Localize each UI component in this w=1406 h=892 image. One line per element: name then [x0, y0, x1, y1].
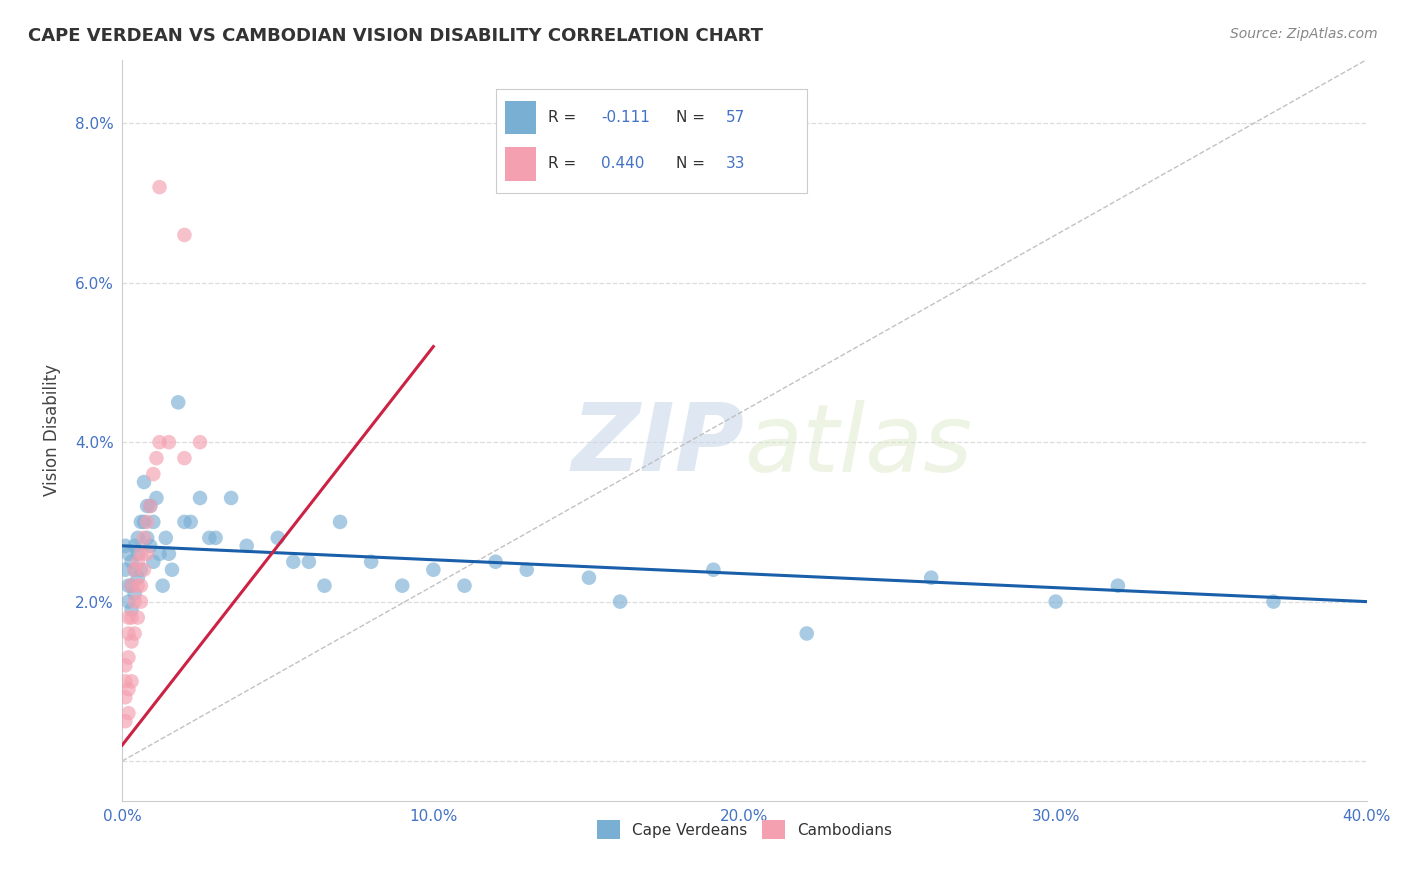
Point	[124, 587, 146, 601]
Point	[124, 594, 146, 608]
Point	[1263, 594, 1285, 608]
Point	[173, 515, 195, 529]
Point	[188, 435, 211, 450]
Point	[132, 475, 155, 489]
Point	[114, 539, 136, 553]
Point	[121, 634, 143, 648]
Point	[117, 594, 139, 608]
Point	[114, 690, 136, 705]
Point	[219, 491, 242, 505]
Point	[152, 579, 174, 593]
Point	[298, 555, 321, 569]
Point	[127, 531, 149, 545]
Point	[578, 571, 600, 585]
Point	[167, 395, 190, 409]
Point	[422, 563, 444, 577]
Point	[157, 547, 180, 561]
Point	[484, 555, 506, 569]
Point	[114, 674, 136, 689]
Y-axis label: Vision Disability: Vision Disability	[44, 364, 60, 496]
Point	[121, 579, 143, 593]
Point	[129, 594, 152, 608]
Legend: Cape Verdeans, Cambodians: Cape Verdeans, Cambodians	[591, 814, 898, 845]
Point	[121, 610, 143, 624]
Point	[124, 626, 146, 640]
Point	[702, 563, 724, 577]
Point	[114, 714, 136, 728]
Text: atlas: atlas	[745, 400, 973, 491]
Point	[329, 515, 352, 529]
Point	[283, 555, 305, 569]
Point	[127, 547, 149, 561]
Point	[609, 594, 631, 608]
Point	[453, 579, 475, 593]
Point	[920, 571, 942, 585]
Point	[360, 555, 382, 569]
Point	[127, 610, 149, 624]
Point	[124, 563, 146, 577]
Point	[148, 547, 170, 561]
Point	[145, 451, 167, 466]
Text: ZIP: ZIP	[572, 399, 745, 491]
Point	[142, 555, 165, 569]
Point	[136, 515, 159, 529]
Point	[173, 451, 195, 466]
Point	[516, 563, 538, 577]
Point	[127, 555, 149, 569]
Point	[127, 579, 149, 593]
Point	[132, 515, 155, 529]
Point	[198, 531, 221, 545]
Point	[157, 435, 180, 450]
Text: CAPE VERDEAN VS CAMBODIAN VISION DISABILITY CORRELATION CHART: CAPE VERDEAN VS CAMBODIAN VISION DISABIL…	[28, 27, 763, 45]
Point	[314, 579, 336, 593]
Point	[117, 610, 139, 624]
Point	[136, 531, 159, 545]
Point	[132, 563, 155, 577]
Point	[124, 563, 146, 577]
Point	[129, 579, 152, 593]
Point	[114, 563, 136, 577]
Point	[1045, 594, 1067, 608]
Text: Source: ZipAtlas.com: Source: ZipAtlas.com	[1230, 27, 1378, 41]
Point	[121, 674, 143, 689]
Point	[391, 579, 413, 593]
Point	[796, 626, 818, 640]
Point	[173, 227, 195, 242]
Point	[204, 531, 226, 545]
Point	[139, 499, 162, 513]
Point	[160, 563, 183, 577]
Point	[127, 571, 149, 585]
Point	[121, 579, 143, 593]
Point	[129, 563, 152, 577]
Point	[155, 531, 177, 545]
Point	[188, 491, 211, 505]
Point	[142, 515, 165, 529]
Point	[136, 547, 159, 561]
Point	[124, 539, 146, 553]
Point	[117, 650, 139, 665]
Point	[121, 555, 143, 569]
Point	[117, 579, 139, 593]
Point	[1107, 579, 1129, 593]
Point	[180, 515, 202, 529]
Point	[148, 180, 170, 194]
Point	[267, 531, 290, 545]
Point	[145, 491, 167, 505]
Point	[117, 706, 139, 721]
Point	[117, 547, 139, 561]
Point	[129, 547, 152, 561]
Point	[148, 435, 170, 450]
Point	[129, 515, 152, 529]
Point	[117, 682, 139, 697]
Point	[121, 602, 143, 616]
Point	[142, 467, 165, 481]
Point	[114, 658, 136, 673]
Point	[136, 499, 159, 513]
Point	[139, 499, 162, 513]
Point	[235, 539, 257, 553]
Point	[139, 539, 162, 553]
Point	[132, 531, 155, 545]
Point	[117, 626, 139, 640]
